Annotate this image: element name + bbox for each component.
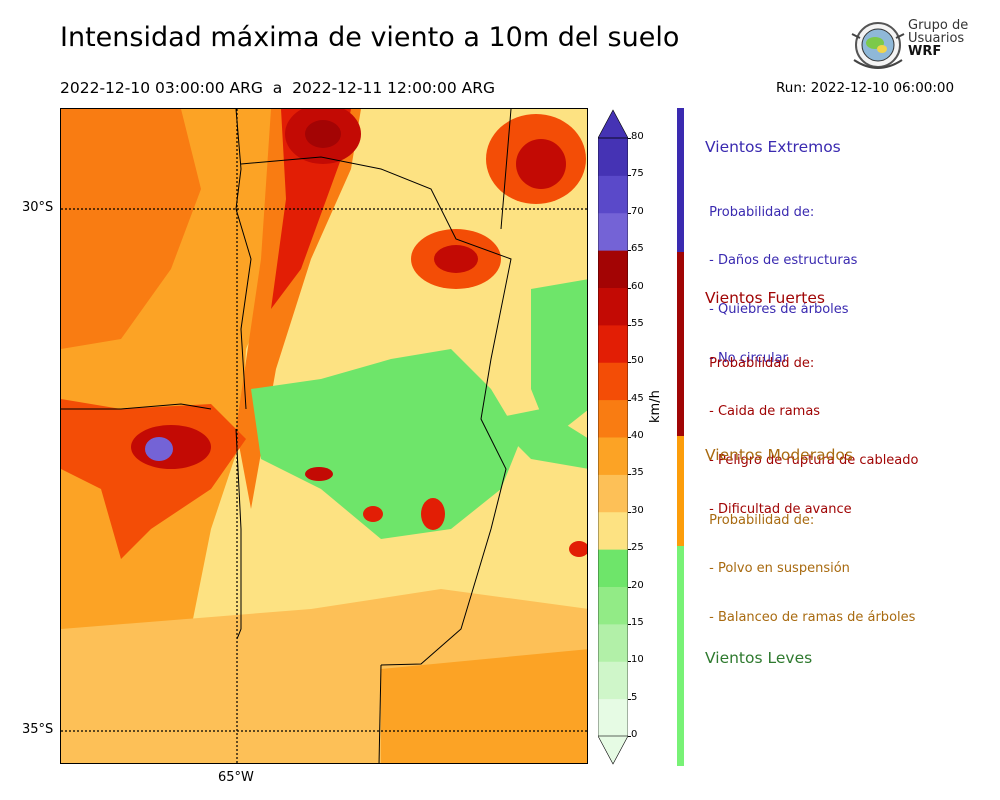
globe-icon: [851, 22, 905, 69]
colorbar-tick-label: 5: [631, 691, 638, 703]
colorbar-tick-label: 0: [631, 729, 638, 740]
category-moderados-line: Probabilidad de:: [705, 512, 815, 528]
category-extremos-line: - No circular: [705, 351, 788, 367]
colorbar-swatch: [598, 698, 628, 737]
category-bar-extremos: [677, 108, 684, 252]
category-extremos-line: - Quiebres de árboles: [705, 302, 849, 318]
colorbar-extend-min: [597, 735, 629, 765]
colorbar-swatch: [598, 287, 628, 326]
run-timestamp: Run: 2022-12-10 06:00:00: [776, 80, 955, 96]
category-extremos-title: Vientos Extremos: [705, 138, 841, 156]
colorbar-tick-label: 75: [631, 168, 644, 180]
colorbar-swatch: [598, 324, 628, 363]
lat-label-30s: 30°S: [22, 200, 54, 215]
colorbar-tick-label: 10: [631, 654, 644, 666]
colorbar-tick-mark: [628, 362, 631, 364]
colorbar-tick-label: 45: [631, 392, 644, 404]
colorbar-tick-label: 35: [631, 467, 644, 479]
category-bar-fuertes: [677, 252, 684, 436]
logo-line-1: Grupo de: [908, 18, 969, 33]
colorbar-swatch: [598, 399, 628, 438]
map-canvas: [61, 109, 587, 763]
category-bar: [677, 108, 684, 766]
colorbar-swatch: [598, 175, 628, 214]
colorbar-swatch: [598, 474, 628, 513]
colorbar-tick-mark: [628, 437, 631, 438]
category-fuertes-body: Probabilidad de: - Caida de ramas - Peli…: [705, 323, 918, 535]
category-moderados-line: - Balanceo de ramas de árboles: [705, 610, 916, 626]
colorbar-swatch: [598, 661, 628, 700]
category-fuertes-title: Vientos Fuertes: [705, 289, 825, 307]
colorbar-swatch: [598, 212, 628, 251]
colorbar-swatch: [598, 623, 628, 662]
lon-label-65w: 65°W: [218, 770, 254, 785]
logo-text: Grupo de Usuarios WRF: [908, 19, 968, 58]
colorbar-tick-mark: [628, 586, 631, 588]
forecast-period: 2022-12-10 03:00:00 ARG a 2022-12-11 12:…: [60, 79, 496, 97]
logo-line-2: Usuarios: [908, 31, 965, 46]
wind-speed-map: [60, 108, 588, 764]
colorbar-tick-label: 30: [631, 504, 644, 516]
logo-line-3: WRF: [908, 44, 942, 59]
colorbar-tick-mark: [628, 474, 631, 476]
category-fuertes-line: Probabilidad de:: [705, 355, 815, 371]
category-extremos-line: Probabilidad de:: [705, 204, 815, 220]
colorbar-tick-label: 70: [631, 205, 644, 217]
colorbar-tick-mark: [628, 399, 631, 401]
category-extremos-body: Probabilidad de: - Daños de estructuras …: [705, 172, 857, 384]
colorbar-tick-mark: [628, 623, 631, 625]
colorbar-tick-label: 20: [631, 579, 644, 591]
colorbar-swatch: [598, 250, 628, 288]
category-bar-leves: [677, 546, 684, 766]
colorbar: [597, 108, 629, 766]
colorbar-swatch: [598, 511, 628, 550]
category-fuertes-line: - Peligro de ruptura de cableado: [705, 453, 919, 469]
colorbar-unit: km/h: [648, 390, 663, 423]
page-title: Intensidad máxima de viento a 10m del su…: [60, 22, 680, 53]
colorbar-tick-mark: [628, 698, 631, 700]
colorbar-swatch: [598, 362, 628, 401]
colorbar-tick-label: 50: [631, 355, 644, 367]
colorbar-svg: [597, 109, 629, 765]
category-moderados-body: Probabilidad de: - Polvo en suspensión -…: [705, 480, 915, 643]
category-fuertes-line: - Caida de ramas: [705, 404, 821, 420]
colorbar-swatch: [598, 586, 628, 625]
colorbar-tick-label: 25: [631, 542, 644, 554]
colorbar-tick-mark: [628, 287, 631, 289]
grupo-usuarios-wrf-logo: [848, 16, 968, 74]
colorbar-tick-label: 15: [631, 616, 644, 628]
category-extremos-line: - Daños de estructuras: [705, 253, 858, 269]
category-moderados-title: Vientos Moderados: [705, 446, 853, 464]
colorbar-tick-label: 60: [631, 280, 644, 292]
lat-label-35s: 35°S: [22, 722, 54, 737]
colorbar-tick-label: 55: [631, 317, 644, 329]
colorbar-tick-label: 80: [631, 131, 644, 142]
colorbar-tick-mark: [628, 138, 631, 139]
colorbar-extend-max: [597, 109, 629, 139]
colorbar-swatch: [598, 549, 628, 587]
colorbar-tick-mark: [628, 661, 631, 663]
colorbar-swatch: [598, 138, 628, 176]
colorbar-tick-mark: [628, 511, 631, 513]
colorbar-tick-mark: [628, 175, 631, 177]
colorbar-tick-mark: [628, 250, 631, 252]
category-moderados-line: - Polvo en suspensión: [705, 561, 850, 577]
category-leves-title: Vientos Leves: [705, 649, 813, 667]
colorbar-tick-mark: [628, 736, 631, 737]
colorbar-tick-mark: [628, 212, 631, 214]
colorbar-tick-label: 65: [631, 243, 644, 255]
colorbar-swatch: [598, 437, 628, 475]
category-bar-moderados: [677, 436, 684, 546]
colorbar-tick-label: 40: [631, 430, 644, 441]
colorbar-tick-mark: [628, 549, 631, 551]
category-fuertes-line: - Dificultad de avance: [705, 502, 852, 518]
colorbar-tick-mark: [628, 324, 631, 326]
